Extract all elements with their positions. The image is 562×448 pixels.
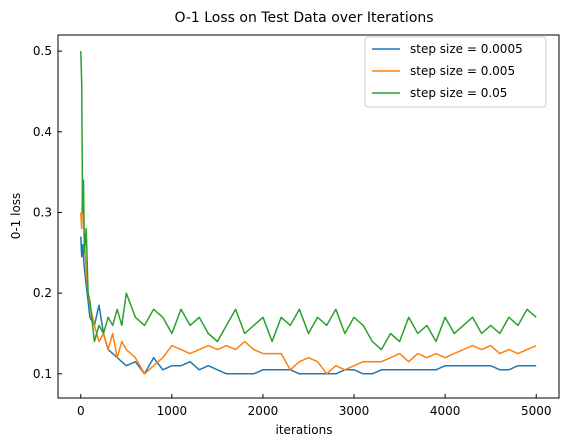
series-layer — [80, 51, 537, 375]
y-tick-label-1: 0.2 — [33, 286, 52, 300]
x-tick-label-0: 0 — [77, 404, 85, 418]
y-axis-ticks: 0.1 0.2 0.3 0.4 0.5 — [33, 44, 62, 381]
legend-label-0: step size = 0.0005 — [410, 42, 523, 56]
legend: step size = 0.0005 step size = 0.005 ste… — [364, 36, 547, 108]
y-tick-label-2: 0.3 — [33, 205, 52, 219]
x-axis-ticks: 0 1000 2000 3000 4000 5000 — [77, 394, 552, 418]
x-axis-label: iterations — [276, 423, 333, 437]
y-tick-label-4: 0.5 — [33, 44, 52, 58]
legend-label-1: step size = 0.005 — [410, 64, 515, 78]
y-axis-label: 0-1 loss — [9, 193, 23, 240]
series-line-0 — [80, 236, 537, 375]
y-tick-label-0: 0.1 — [33, 367, 52, 381]
plot-frame — [57, 34, 560, 399]
chart-title: O-1 Loss on Test Data over Iterations — [174, 10, 433, 26]
y-tick-label-3: 0.4 — [33, 125, 52, 139]
x-tick-label-4: 4000 — [430, 404, 461, 418]
legend-box — [364, 36, 547, 108]
x-tick-label-3: 3000 — [339, 404, 370, 418]
x-tick-label-5: 5000 — [521, 404, 552, 418]
x-tick-label-2: 2000 — [248, 404, 279, 418]
x-tick-label-1: 1000 — [157, 404, 188, 418]
series-line-1 — [80, 179, 537, 375]
series-line-2 — [80, 51, 537, 351]
legend-label-2: step size = 0.05 — [410, 86, 507, 100]
